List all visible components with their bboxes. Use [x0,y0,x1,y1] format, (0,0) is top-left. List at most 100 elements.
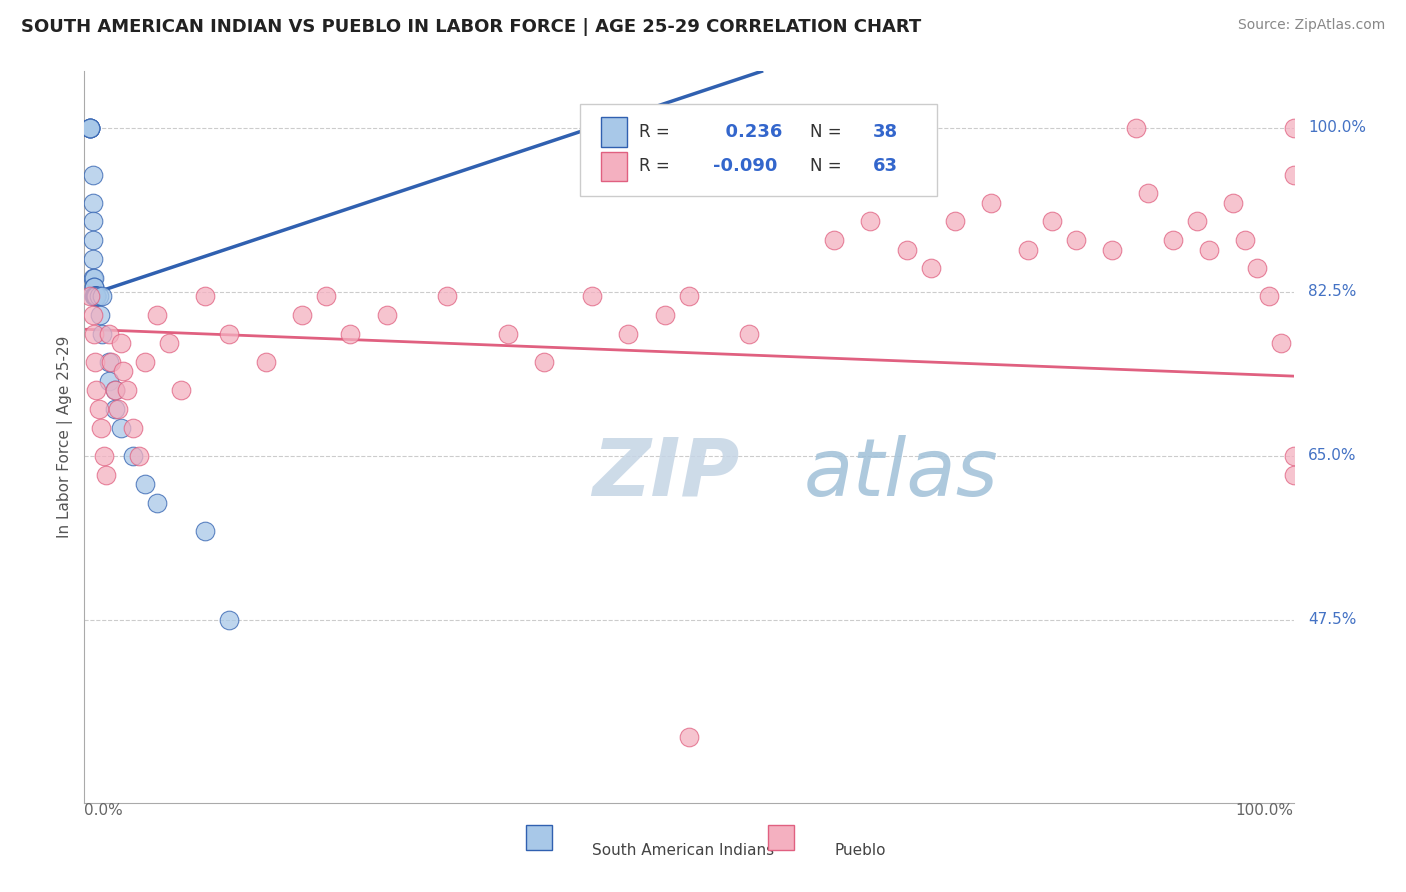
Point [82,195,104,210]
Point [104,401,127,416]
Point [84,355,107,369]
Text: N =: N = [810,158,846,176]
Point [93,449,115,463]
Point [79,120,101,135]
Point [86,289,108,303]
Text: 100.0%: 100.0% [1308,120,1367,135]
Point [1185,214,1208,228]
Text: Pueblo: Pueblo [834,843,886,858]
Point [291,308,314,322]
Point [1282,168,1305,182]
Point [1017,243,1039,257]
Point [654,308,676,322]
FancyBboxPatch shape [600,152,627,181]
FancyBboxPatch shape [768,825,794,850]
Point [86,383,108,397]
Point [83,326,105,341]
Point [87,289,110,303]
Text: ZIP: ZIP [592,434,740,513]
Point [83,280,105,294]
Text: R =: R = [640,123,675,141]
Point [146,308,169,322]
Point [79,120,101,135]
Point [896,243,918,257]
Point [678,730,700,744]
Point [90,420,112,434]
Point [86,289,108,303]
Point [738,326,761,341]
Point [194,289,217,303]
Point [79,120,101,135]
Point [86,289,108,303]
Point [104,383,127,397]
Text: atlas: atlas [804,434,998,513]
Point [112,364,135,378]
Point [1161,233,1184,247]
Point [79,120,101,135]
Point [97,326,120,341]
Text: 82.5%: 82.5% [1308,285,1357,299]
Point [943,214,966,228]
Point [121,420,143,434]
Point [84,289,107,303]
Point [254,355,277,369]
Point [1234,233,1257,247]
Point [496,326,519,341]
Point [617,326,640,341]
Point [375,308,398,322]
Point [218,613,240,627]
Text: SOUTH AMERICAN INDIAN VS PUEBLO IN LABOR FORCE | AGE 25-29 CORRELATION CHART: SOUTH AMERICAN INDIAN VS PUEBLO IN LABOR… [21,18,921,36]
Point [110,336,132,351]
Point [115,383,138,397]
Point [82,308,104,322]
Point [134,355,156,369]
Point [82,214,104,228]
Point [218,326,240,341]
Point [1282,467,1305,482]
Point [157,336,180,351]
Point [107,401,129,416]
Point [79,289,101,303]
Point [1137,186,1160,201]
Point [920,261,942,276]
Point [436,289,458,303]
Point [1258,289,1281,303]
Point [94,467,117,482]
Point [91,326,114,341]
Point [1222,195,1244,210]
Point [121,449,143,463]
Point [83,289,105,303]
Text: 100.0%: 100.0% [1236,803,1294,818]
Point [146,496,169,510]
Point [1064,233,1087,247]
Point [89,308,111,322]
Text: R =: R = [640,158,675,176]
Point [315,289,337,303]
Point [79,120,101,135]
Point [82,233,104,247]
Point [110,420,132,434]
Text: 65.0%: 65.0% [1308,449,1357,463]
Point [83,289,105,303]
Text: N =: N = [810,123,846,141]
Point [194,524,217,538]
Text: 0.236: 0.236 [713,123,783,141]
Point [87,401,110,416]
Point [82,270,104,285]
Point [83,270,105,285]
Point [128,449,150,463]
Point [1198,243,1220,257]
Y-axis label: In Labor Force | Age 25-29: In Labor Force | Age 25-29 [58,336,73,538]
Point [170,383,193,397]
Point [84,289,107,303]
Point [97,374,120,388]
Point [339,326,361,341]
Point [86,289,108,303]
Point [97,355,120,369]
Point [799,168,821,182]
Point [533,355,555,369]
Point [678,289,700,303]
Point [91,289,114,303]
Point [1040,214,1063,228]
Point [1101,243,1123,257]
